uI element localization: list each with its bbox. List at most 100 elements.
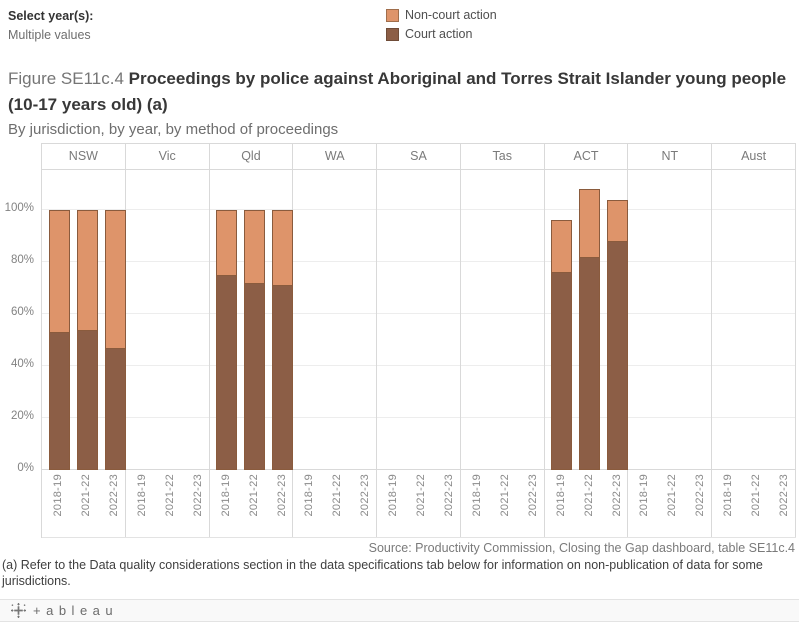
plot-column-nt: [628, 170, 713, 470]
segment-court-action[interactable]: [607, 241, 629, 470]
column-header-nt: NT: [628, 144, 713, 169]
chart-title-block: Figure SE11c.4 Proceedings by police aga…: [8, 66, 792, 138]
bar-qld-2022-23[interactable]: [272, 210, 294, 470]
segment-court-action[interactable]: [48, 332, 70, 470]
x-label-group-vic: 2018-19 2021-22 2022-23: [126, 470, 210, 537]
x-tick-label: 2021-22: [163, 474, 176, 517]
x-tick-label: 2021-22: [80, 474, 92, 517]
legend-item-court[interactable]: Court action: [386, 27, 497, 41]
segment-non-court-action[interactable]: [216, 210, 238, 275]
x-tick-label: 2018-19: [387, 474, 400, 517]
plot-area: [42, 170, 796, 470]
y-tick-label-40: 40%: [10, 358, 34, 370]
bar-act-2021-22[interactable]: [579, 189, 601, 470]
column-header-vic: Vic: [126, 144, 210, 169]
legend: Non-court action Court action: [386, 8, 497, 46]
x-tick-label: 2018-19: [638, 474, 651, 517]
x-label-group-act: 2018-19 2021-22 2022-23: [545, 470, 629, 537]
segment-court-action[interactable]: [551, 272, 573, 470]
x-tick-label: 2018-19: [303, 474, 316, 517]
segment-court-action[interactable]: [244, 282, 266, 470]
year-filter-control: Select year(s): Multiple values: [8, 9, 93, 42]
x-tick-label: 2021-22: [750, 474, 763, 517]
bar-nsw-2022-23[interactable]: [104, 210, 126, 470]
x-label-group-sa: 2018-19 2021-22 2022-23: [377, 470, 461, 537]
legend-label-court: Court action: [405, 27, 473, 41]
x-label-group-tas: 2018-19 2021-22 2022-23: [461, 470, 545, 537]
column-header-sa: SA: [377, 144, 461, 169]
segment-court-action[interactable]: [272, 285, 294, 470]
x-tick-label: 2021-22: [331, 474, 344, 517]
x-tick-label: 2022-23: [443, 474, 456, 517]
segment-non-court-action[interactable]: [551, 220, 573, 273]
chart-area: NSW Vic Qld WA SA Tas ACT NT Aust 2018-19 2021-22…: [41, 143, 796, 538]
legend-swatch-court-icon: [386, 27, 399, 41]
plot-column-sa: [377, 170, 461, 470]
year-filter-value[interactable]: Multiple values: [8, 28, 91, 42]
gridline-20: [42, 417, 796, 418]
plot-column-act: [545, 170, 629, 470]
plot-column-wa: [293, 170, 378, 470]
segment-court-action[interactable]: [579, 256, 601, 470]
legend-swatch-non-court-icon: [386, 8, 399, 22]
legend-item-non-court[interactable]: Non-court action: [386, 8, 497, 22]
bar-nsw-2021-22[interactable]: [76, 210, 98, 470]
column-header-qld: Qld: [210, 144, 294, 169]
segment-court-action[interactable]: [76, 329, 98, 470]
x-tick-label: 2021-22: [415, 474, 428, 517]
segment-non-court-action[interactable]: [244, 210, 266, 283]
segment-non-court-action[interactable]: [579, 189, 601, 257]
x-tick-label: 2022-23: [610, 474, 623, 517]
x-tick-label: 2022-23: [275, 474, 288, 517]
x-tick-label: 2021-22: [498, 474, 511, 517]
bar-act-2018-19[interactable]: [551, 220, 573, 470]
gridline-60: [42, 313, 796, 314]
x-label-group-qld: 2018-19 2021-22 2022-23: [210, 470, 294, 537]
figure-title: Proceedings by police against Aboriginal…: [8, 69, 787, 114]
x-tick-label: 2018-19: [470, 474, 483, 517]
x-label-group-nt: 2018-19 2021-22 2022-23: [628, 470, 713, 537]
segment-non-court-action[interactable]: [272, 210, 294, 286]
year-filter-label: Select year(s):: [8, 9, 94, 23]
segment-non-court-action[interactable]: [48, 210, 70, 333]
bar-qld-2021-22[interactable]: [244, 210, 266, 470]
gridline-100: [42, 209, 796, 210]
legend-label-non-court: Non-court action: [405, 8, 497, 22]
gridline-0: [42, 469, 796, 470]
gridline-80: [42, 261, 796, 262]
plot-column-qld: [210, 170, 294, 470]
segment-non-court-action[interactable]: [607, 199, 629, 242]
y-tick-label-100: 100%: [4, 202, 34, 214]
x-tick-label: 2018-19: [722, 474, 735, 517]
y-tick-label-20: 20%: [10, 410, 34, 422]
chart-subtitle: By jurisdiction, by year, by method of p…: [8, 121, 339, 138]
x-tick-label: 2022-23: [694, 474, 707, 517]
x-tick-label: 2021-22: [666, 474, 679, 517]
x-tick-label: 2022-23: [778, 474, 791, 517]
bar-nsw-2018-19[interactable]: [48, 210, 70, 470]
column-header-aust: Aust: [712, 144, 796, 169]
segment-court-action[interactable]: [104, 347, 126, 470]
x-tick-label: 2022-23: [191, 474, 204, 517]
x-tick-label: 2021-22: [247, 474, 260, 517]
segment-non-court-action[interactable]: [76, 210, 98, 330]
column-header-act: ACT: [545, 144, 629, 169]
footnote: (a) Refer to the Data quality considerat…: [2, 558, 763, 588]
y-axis: 0% 20% 40% 60% 80% 100%: [0, 168, 35, 474]
x-tick-label: 2022-23: [108, 474, 120, 517]
bar-act-2022-23[interactable]: [607, 199, 629, 470]
column-header-wa: WA: [293, 144, 378, 169]
x-tick-label: 2018-19: [219, 474, 232, 517]
figure-number: Figure SE11c.4: [8, 69, 129, 88]
x-label-group-wa: 2018-19 2021-22 2022-23: [293, 470, 378, 537]
segment-non-court-action[interactable]: [104, 210, 126, 348]
segment-court-action[interactable]: [216, 275, 238, 470]
tableau-wordmark[interactable]: +ableau: [33, 603, 119, 618]
column-header-tas: Tas: [461, 144, 545, 169]
chart-title: Figure SE11c.4 Proceedings by police aga…: [8, 66, 792, 118]
plot-column-nsw: [42, 170, 126, 470]
source-note: Source: Productivity Commission, Closing…: [368, 541, 795, 555]
bar-qld-2018-19[interactable]: [216, 210, 238, 470]
x-label-group-nsw: 2018-19 2021-22 2022-23: [42, 470, 126, 537]
